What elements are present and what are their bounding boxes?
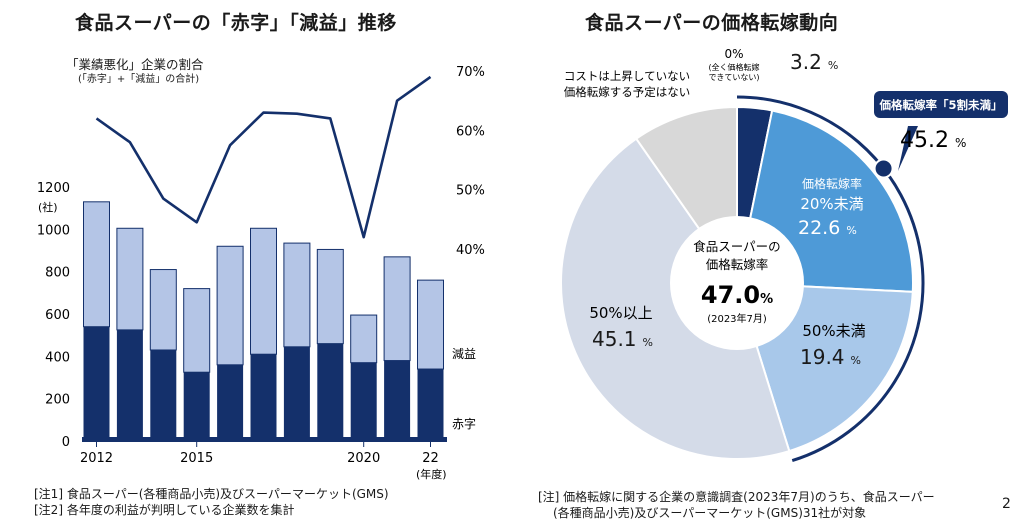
slice-value: 19.4%: [800, 345, 861, 369]
slice-label: 価格転嫁率: [802, 176, 862, 191]
right-axis-label: 「業績悪化」企業の割合: [66, 57, 204, 72]
badge-pointer: [898, 126, 918, 171]
highlight-dot: [873, 158, 894, 179]
y-tick-label: 400: [45, 350, 70, 365]
right-tick-label: 60%: [456, 124, 485, 139]
x-tick-label: 22: [422, 451, 439, 466]
bar-decline: [283, 242, 311, 348]
y-axis-unit: (社): [38, 200, 58, 214]
bar-decline: [383, 256, 411, 362]
x-tick-label: 2015: [180, 451, 213, 466]
legend-deficit: 赤字: [452, 416, 476, 431]
bar-deficit: [250, 354, 277, 441]
center-value: 47.0%: [701, 281, 773, 309]
bar-decline: [216, 245, 244, 366]
bar-deficit: [350, 362, 377, 441]
center-label: 食品スーパーの: [693, 239, 780, 254]
center-label: 価格転嫁率: [706, 257, 769, 272]
bar-decline: [417, 279, 444, 370]
bar-decline: [116, 227, 144, 331]
pie-chart: 食品スーパーの価格転嫁率47.0%(2023年7月)価格転嫁率「5割未満」45.…: [560, 47, 1008, 463]
x-tick-label: 2020: [347, 451, 380, 466]
bar-deficit: [217, 364, 244, 441]
bar-decline: [183, 288, 211, 373]
bar-deficit: [116, 329, 143, 441]
slice-label: 50%以上: [589, 304, 652, 322]
y-tick-label: 0: [62, 435, 70, 450]
x-tick-label: 2012: [80, 451, 113, 466]
pie-center: [670, 216, 804, 350]
left-chart-title: 食品スーパーの「赤字」「減益」推移: [75, 12, 397, 34]
series-line: [95, 75, 432, 239]
right-note-1: [注] 価格転嫁に関する企業の意識調査(2023年7月)のうち、食品スーパー: [538, 490, 935, 504]
bar-decline: [350, 314, 378, 364]
left-note-2: [注2] 各年度の利益が判明している企業数を集計: [34, 503, 295, 517]
slice-value: 3.2%: [790, 50, 838, 74]
slice-label: コストは上昇していない: [564, 69, 690, 83]
y-tick-label: 800: [45, 266, 70, 281]
bar-deficit: [417, 369, 444, 441]
bar-deficit: [384, 360, 411, 441]
right-chart-title: 食品スーパーの価格転嫁動向: [585, 12, 839, 34]
left-note-1: [注1] 食品スーパー(各種商品小売)及びスーパーマーケット(GMS): [34, 487, 389, 501]
y-tick-label: 200: [45, 393, 70, 408]
bar-decline: [316, 248, 344, 345]
right-tick-label: 40%: [456, 243, 485, 258]
slice-label: できていない): [708, 73, 759, 82]
slice-value: 45.1%: [592, 327, 653, 351]
bar-decline: [83, 201, 110, 328]
center-sub: (2023年7月): [707, 312, 767, 325]
bar-deficit: [150, 349, 177, 441]
right-axis-sublabel: (「赤字」+「減益」の合計): [78, 74, 200, 85]
y-tick-label: 600: [45, 308, 70, 323]
slice-label: (全く価格転嫁: [708, 62, 759, 72]
x-axis-unit: (年度): [416, 467, 447, 481]
slice-value: 22.6%: [798, 217, 857, 239]
right-note-2: (各種商品小売)及びスーパーマーケット(GMS)31社が対象: [553, 506, 867, 520]
highlight-value: 45.2%: [900, 128, 966, 153]
highlight-label: 価格転嫁率「5割未満」: [878, 98, 1002, 112]
highlight-arc: [736, 95, 925, 463]
slice-label: 価格転嫁する予定はない: [564, 85, 691, 99]
bar-deficit: [183, 372, 210, 441]
bar-decline: [149, 269, 177, 351]
y-tick-label: 1200: [37, 181, 70, 196]
page-number: 2: [1002, 496, 1011, 512]
slice-label: 50%未満: [802, 322, 865, 340]
highlight-badge: [874, 91, 1008, 118]
bar-deficit: [83, 326, 110, 441]
slice-label: 20%未満: [800, 195, 863, 213]
bar-decline: [250, 227, 277, 355]
legend-decline: 減益: [452, 346, 476, 361]
y-tick-label: 1000: [37, 223, 70, 238]
right-tick-label: 70%: [456, 65, 485, 80]
x-axis-baseline: [82, 437, 447, 442]
bar-deficit: [317, 343, 344, 441]
bar-deficit: [283, 346, 310, 441]
slice-label: 0%: [724, 47, 743, 61]
right-tick-label: 50%: [456, 184, 485, 199]
left-bar-line-chart: 0 200 400 600 800 1000 1200 (社) 40% 50% 60% 70% 2012…: [37, 65, 485, 481]
